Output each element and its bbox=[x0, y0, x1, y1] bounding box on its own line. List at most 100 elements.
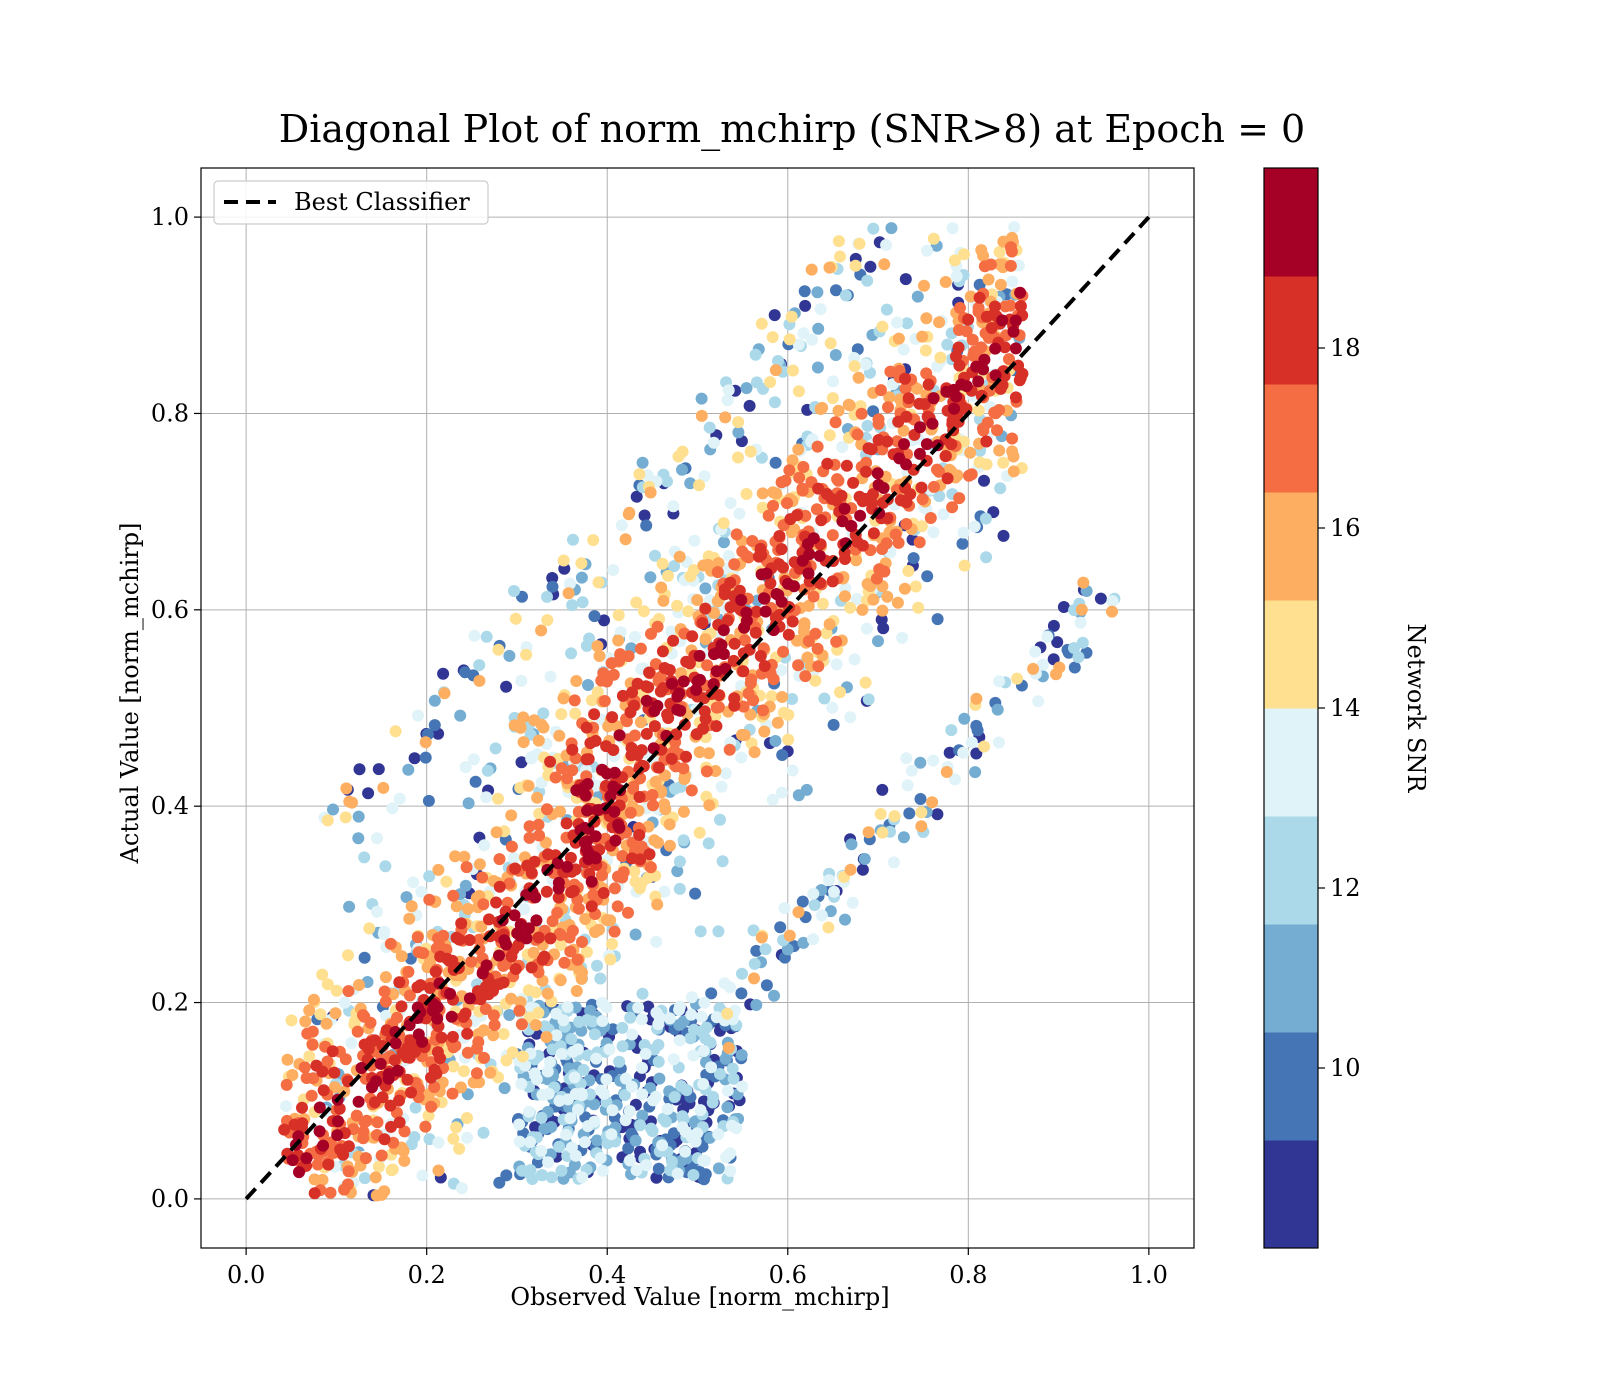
scatter-point bbox=[428, 1081, 441, 1093]
scatter-point bbox=[725, 1119, 738, 1132]
scatter-point bbox=[715, 780, 728, 793]
x-tick-label: 0.2 bbox=[408, 1261, 446, 1289]
scatter-point bbox=[530, 914, 543, 927]
scatter-point bbox=[443, 954, 456, 967]
scatter-point bbox=[811, 642, 824, 655]
scatter-point bbox=[520, 648, 533, 661]
scatter-point bbox=[676, 463, 688, 476]
scatter-point bbox=[698, 470, 711, 483]
scatter-point bbox=[867, 593, 880, 606]
scatter-point bbox=[993, 675, 1006, 688]
scatter-point bbox=[588, 708, 601, 721]
scatter-point bbox=[281, 1053, 294, 1066]
scatter-point bbox=[626, 686, 639, 699]
scatter-point bbox=[370, 1075, 382, 1088]
colorbar-segment bbox=[1264, 1032, 1318, 1141]
chart-title: Diagonal Plot of norm_mchirp (SNR>8) at … bbox=[279, 107, 1305, 152]
scatter-point bbox=[568, 694, 581, 707]
legend-box bbox=[213, 180, 489, 225]
scatter-point bbox=[920, 438, 933, 451]
scatter-point bbox=[774, 921, 787, 934]
scatter-point bbox=[663, 839, 676, 852]
legend-entry-best-classifier: Best Classifier bbox=[294, 188, 470, 216]
scatter-point bbox=[728, 558, 741, 571]
scatter-point bbox=[447, 1060, 460, 1073]
scatter-point bbox=[508, 909, 521, 922]
scatter-point bbox=[926, 417, 939, 430]
scatter-point bbox=[993, 444, 1006, 457]
scatter-point bbox=[561, 860, 574, 873]
scatter-point bbox=[685, 1008, 698, 1021]
scatter-point bbox=[768, 396, 781, 409]
scatter-point bbox=[862, 442, 875, 455]
scatter-point bbox=[782, 628, 795, 641]
scatter-point bbox=[580, 639, 593, 652]
scatter-point bbox=[970, 747, 983, 760]
scatter-point bbox=[783, 929, 796, 942]
scatter-point bbox=[569, 707, 582, 720]
scatter-point bbox=[830, 494, 843, 507]
scatter-point bbox=[853, 237, 866, 250]
scatter-point bbox=[649, 1090, 662, 1103]
scatter-point bbox=[607, 564, 620, 576]
scatter-point bbox=[377, 928, 390, 940]
scatter-point bbox=[858, 853, 871, 865]
scatter-point bbox=[721, 1101, 734, 1114]
scatter-point bbox=[652, 761, 665, 774]
scatter-point bbox=[712, 1162, 725, 1175]
scatter-point bbox=[776, 749, 789, 761]
scatter-point bbox=[552, 891, 565, 904]
scatter-point bbox=[546, 572, 559, 584]
scatter-point bbox=[648, 705, 661, 717]
scatter-point bbox=[728, 637, 741, 650]
scatter-point bbox=[802, 599, 815, 612]
scatter-point bbox=[775, 664, 788, 677]
scatter-point bbox=[807, 887, 820, 900]
scatter-point bbox=[579, 789, 592, 802]
scatter-point bbox=[550, 1029, 563, 1042]
scatter-point bbox=[750, 605, 763, 618]
scatter-point bbox=[969, 766, 982, 779]
scatter-point bbox=[848, 653, 861, 666]
scatter-point bbox=[877, 622, 890, 635]
scatter-point bbox=[650, 1171, 663, 1184]
scatter-point bbox=[1036, 658, 1049, 671]
scatter-point bbox=[758, 725, 771, 738]
scatter-point bbox=[687, 1169, 700, 1181]
scatter-point bbox=[554, 929, 567, 941]
colorbar-segment bbox=[1264, 924, 1318, 1033]
scatter-point bbox=[694, 925, 707, 938]
scatter-point bbox=[571, 953, 584, 966]
scatter-point bbox=[748, 972, 760, 985]
scatter-point bbox=[391, 1064, 404, 1077]
scatter-point bbox=[792, 338, 805, 351]
scatter-point bbox=[913, 447, 926, 460]
scatter-point bbox=[799, 670, 812, 683]
scatter-point bbox=[705, 1061, 718, 1074]
scatter-point bbox=[957, 526, 970, 539]
scatter-point bbox=[566, 743, 579, 756]
scatter-point bbox=[598, 614, 610, 627]
scatter-point bbox=[532, 931, 545, 944]
scatter-point bbox=[457, 1010, 470, 1023]
scatter-point bbox=[554, 805, 566, 818]
scatter-point bbox=[539, 1020, 551, 1033]
scatter-point bbox=[695, 1010, 708, 1023]
scatter-point bbox=[560, 1128, 573, 1141]
scatter-point bbox=[326, 1045, 339, 1058]
scatter-point bbox=[694, 673, 706, 686]
scatter-point bbox=[662, 569, 674, 582]
scatter-point bbox=[544, 755, 557, 768]
scatter-point bbox=[606, 1104, 619, 1117]
scatter-point bbox=[604, 790, 617, 803]
scatter-point bbox=[872, 413, 885, 426]
scatter-point bbox=[815, 909, 828, 922]
colorbar-segment bbox=[1264, 384, 1318, 493]
scatter-point bbox=[428, 694, 441, 707]
scatter-point bbox=[393, 792, 406, 805]
scatter-point bbox=[622, 906, 634, 919]
scatter-point bbox=[353, 763, 366, 776]
scatter-point bbox=[710, 720, 723, 733]
scatter-point bbox=[658, 885, 671, 898]
scatter-point bbox=[901, 779, 914, 792]
